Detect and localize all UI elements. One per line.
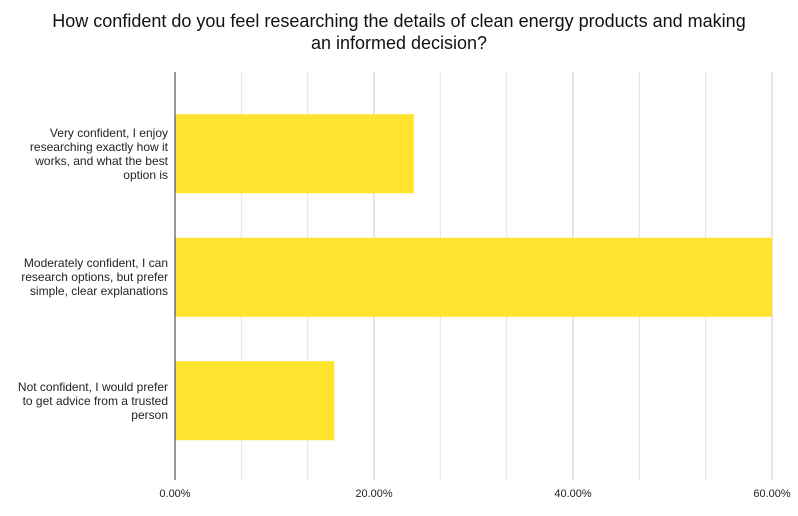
x-tick-label: 20.00%: [355, 488, 393, 500]
chart-title: How confident do you feel researching th…: [52, 11, 746, 53]
y-tick-label: Moderately confident, I can research opt…: [21, 256, 168, 299]
x-tick-label: 40.00%: [554, 488, 592, 500]
y-tick-label: Not confident, I would prefer to get adv…: [17, 379, 168, 422]
bar: [175, 361, 335, 441]
x-tick-label: 0.00%: [159, 488, 190, 500]
y-tick-label: Very confident, I enjoy researching exac…: [29, 125, 168, 182]
bar: [175, 237, 772, 317]
bar: [175, 114, 414, 194]
x-tick-label: 60.00%: [753, 488, 791, 500]
